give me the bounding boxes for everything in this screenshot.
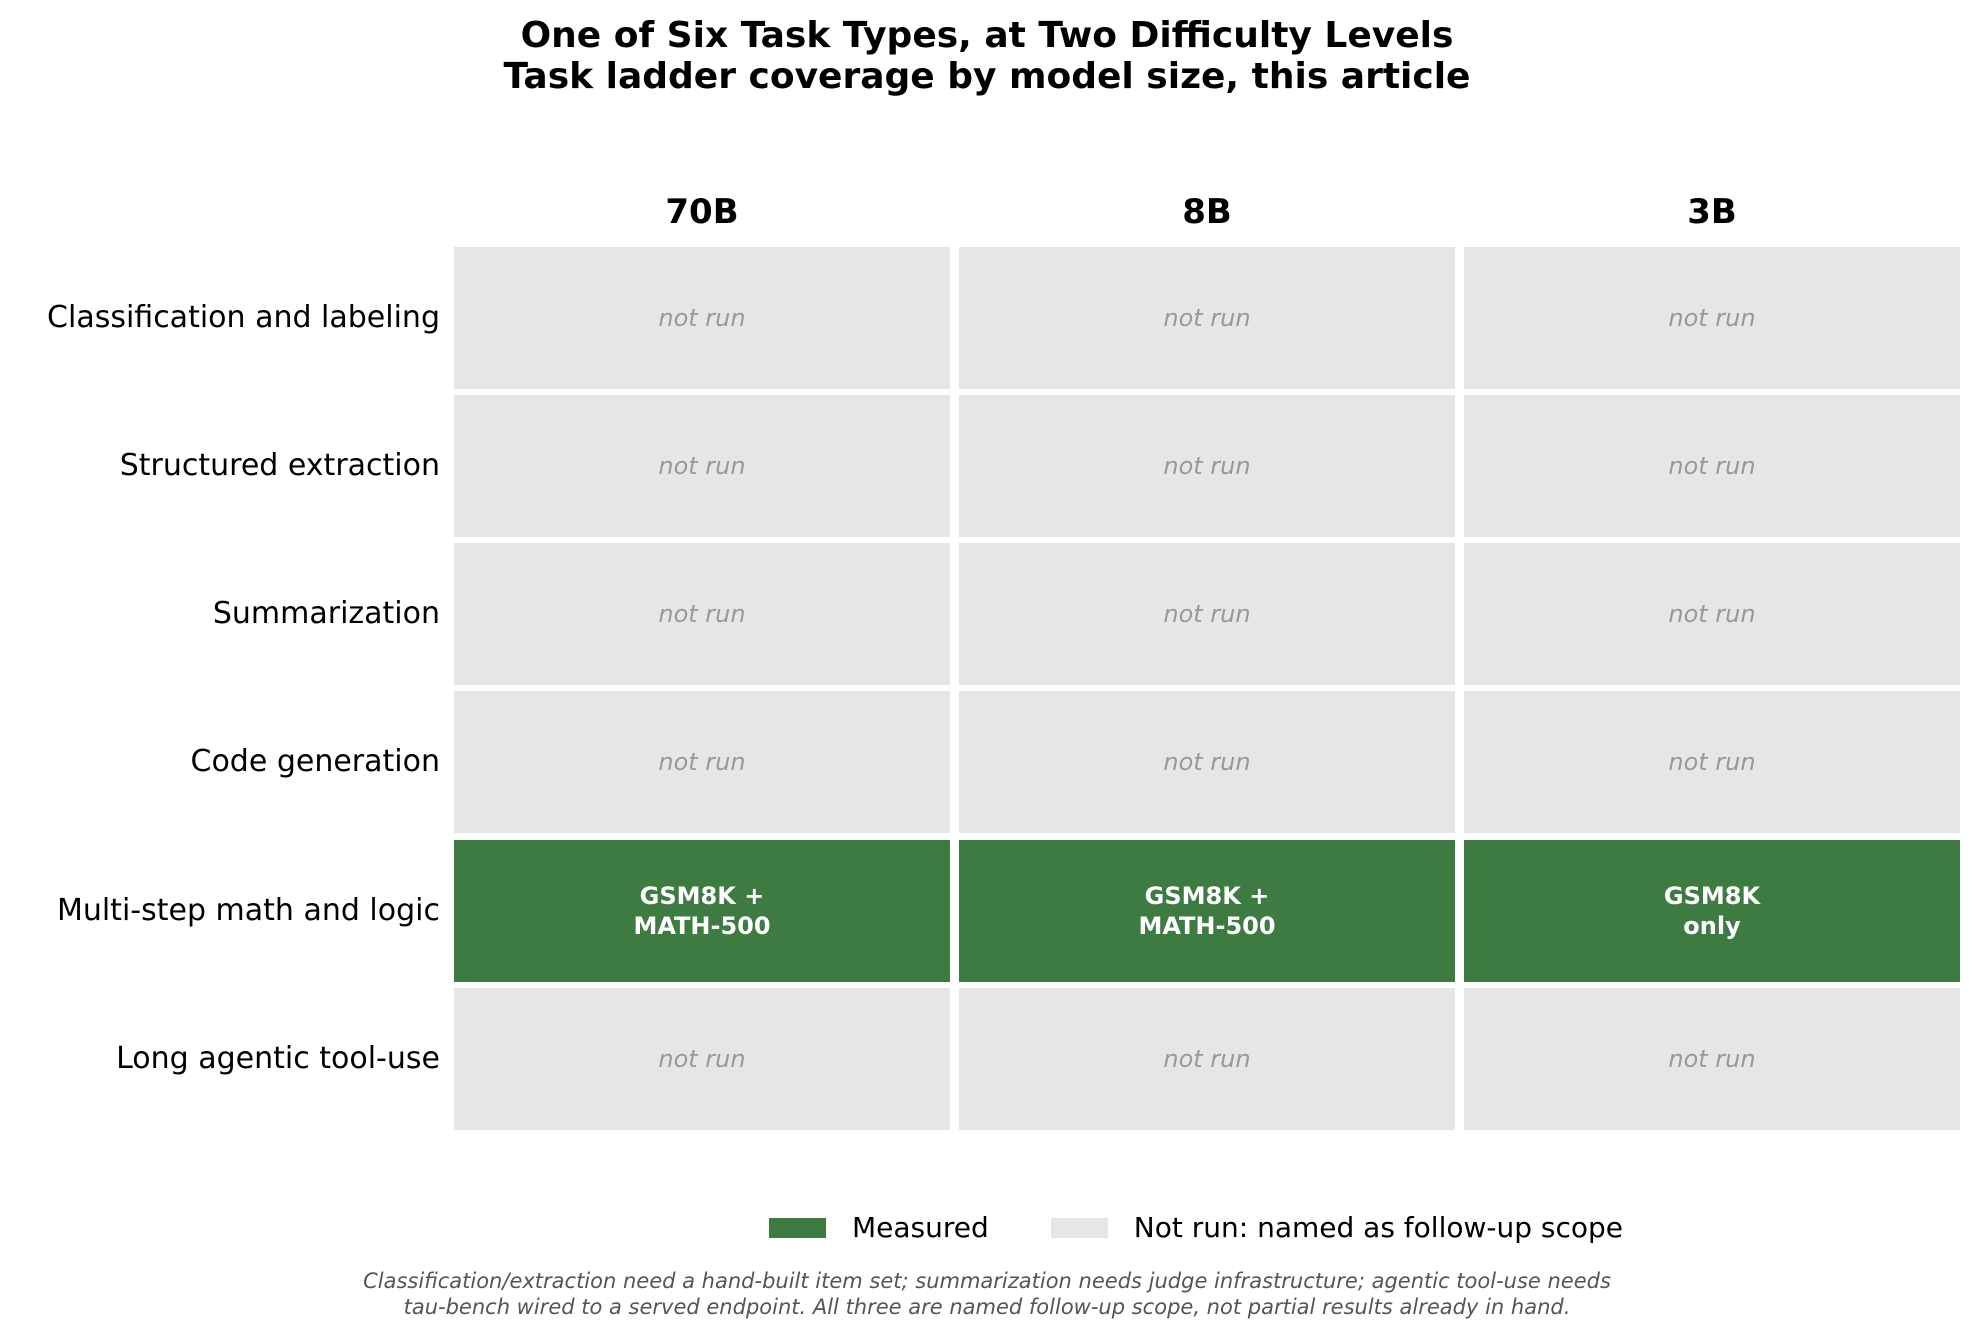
grid-cell-not-run: not run bbox=[959, 543, 1455, 685]
row-label: Classification and labeling bbox=[47, 300, 440, 335]
grid-cell-not-run: not run bbox=[1464, 543, 1960, 685]
cell-label: not run bbox=[1668, 1045, 1756, 1073]
legend-label-measured: Measured bbox=[852, 1211, 989, 1244]
grid-cell-not-run: not run bbox=[1464, 691, 1960, 833]
legend-swatch-measured bbox=[769, 1218, 826, 1238]
legend-label-not-run: Not run: named as follow-up scope bbox=[1133, 1211, 1624, 1244]
cell-label: not run bbox=[1163, 304, 1251, 332]
cell-label: not run bbox=[658, 304, 746, 332]
grid-cell-not-run: not run bbox=[454, 247, 950, 389]
row-label: Structured extraction bbox=[119, 448, 440, 483]
cell-label: GSM8K + MATH-500 bbox=[633, 882, 771, 940]
cell-label: not run bbox=[658, 452, 746, 480]
column-header-70b: 70B bbox=[665, 192, 739, 232]
cell-label: not run bbox=[1668, 304, 1756, 332]
cell-label: not run bbox=[1163, 1045, 1251, 1073]
chart-title-line-2: Task ladder coverage by model size, this… bbox=[503, 56, 1471, 97]
grid-cell-not-run: not run bbox=[454, 543, 950, 685]
cell-label: GSM8K only bbox=[1663, 882, 1761, 940]
cell-label: not run bbox=[1163, 748, 1251, 776]
row-label: Multi-step math and logic bbox=[56, 893, 440, 928]
legend: Measured Not run: named as follow-up sco… bbox=[769, 1208, 1623, 1248]
grid-cell-not-run: not run bbox=[1464, 247, 1960, 389]
grid-cell-not-run: not run bbox=[1464, 988, 1960, 1130]
grid-cell-not-run: not run bbox=[454, 988, 950, 1130]
cell-label: not run bbox=[658, 600, 746, 628]
cell-label: not run bbox=[658, 1045, 746, 1073]
grid-cell-not-run: not run bbox=[454, 395, 950, 537]
grid-cell-measured: GSM8K + MATH-500 bbox=[959, 840, 1455, 982]
row-label: Summarization bbox=[212, 596, 440, 631]
row-label: Long agentic tool-use bbox=[116, 1041, 440, 1076]
chart-title-line-1: One of Six Task Types, at Two Difficulty… bbox=[520, 15, 1454, 56]
column-header-3b: 3B bbox=[1687, 192, 1737, 232]
grid-cell-not-run: not run bbox=[454, 691, 950, 833]
cell-label: not run bbox=[1668, 600, 1756, 628]
cell-label: not run bbox=[658, 748, 746, 776]
cell-label: not run bbox=[1163, 452, 1251, 480]
grid-cell-measured: GSM8K + MATH-500 bbox=[454, 840, 950, 982]
grid-cell-not-run: not run bbox=[959, 691, 1455, 833]
footnote-line-2: tau-bench wired to a served endpoint. Al… bbox=[403, 1295, 1571, 1319]
grid-cell-not-run: not run bbox=[959, 395, 1455, 537]
grid-cell-measured: GSM8K only bbox=[1464, 840, 1960, 982]
grid-cell-not-run: not run bbox=[1464, 395, 1960, 537]
row-label: Code generation bbox=[190, 744, 441, 779]
grid-cell-not-run: not run bbox=[959, 988, 1455, 1130]
cell-label: not run bbox=[1163, 600, 1251, 628]
grid-cell-not-run: not run bbox=[959, 247, 1455, 389]
legend-swatch-not-run bbox=[1050, 1218, 1108, 1238]
cell-label: not run bbox=[1668, 748, 1756, 776]
column-header-8b: 8B bbox=[1182, 192, 1232, 232]
footnote-line-1: Classification/extraction need a hand-bu… bbox=[363, 1269, 1611, 1293]
cell-label: GSM8K + MATH-500 bbox=[1138, 882, 1276, 940]
cell-label: not run bbox=[1668, 452, 1756, 480]
